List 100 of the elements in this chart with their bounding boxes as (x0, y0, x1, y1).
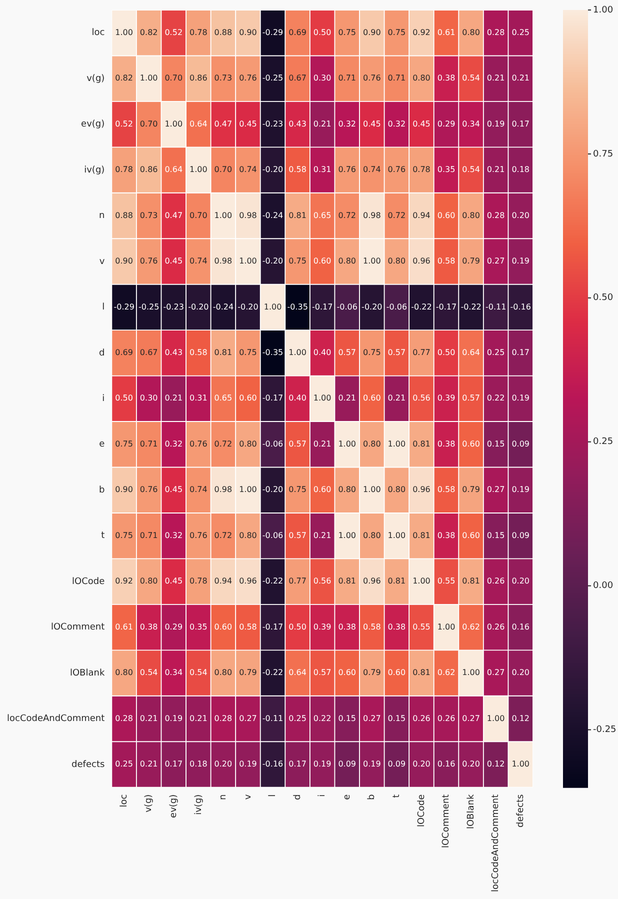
data-label: 0.67 (140, 348, 158, 358)
y-tick-label: v (99, 256, 106, 267)
data-label: 0.55 (437, 576, 456, 586)
data-label: -0.20 (262, 256, 284, 266)
data-label: 0.78 (190, 576, 208, 586)
data-label: 0.79 (239, 668, 257, 678)
data-label: 0.25 (288, 714, 306, 723)
data-label: 0.60 (313, 485, 332, 494)
y-tick-label: e (99, 440, 106, 450)
data-label: 0.20 (512, 210, 530, 220)
data-label: 0.19 (512, 394, 530, 403)
data-label: 0.27 (486, 668, 505, 678)
data-label: 0.57 (462, 394, 480, 403)
y-tick-label: t (101, 531, 106, 542)
data-label: 1.00 (388, 530, 406, 540)
data-label: 0.30 (313, 74, 332, 83)
data-label: 0.17 (512, 119, 530, 128)
data-label: 0.80 (115, 668, 133, 678)
data-label: 1.00 (288, 348, 306, 358)
data-label: 0.62 (462, 622, 480, 632)
y-tick-label: l (102, 302, 105, 313)
data-label: 0.74 (190, 485, 208, 494)
y-tick-label: i (102, 394, 105, 404)
data-label: 0.25 (115, 760, 133, 769)
data-label: 1.00 (214, 210, 232, 220)
data-label: 0.15 (338, 714, 356, 723)
y-tick-label: lOCode (72, 576, 106, 587)
data-label: 0.57 (288, 530, 306, 540)
data-label: 0.74 (190, 256, 208, 266)
data-label: 0.62 (437, 668, 456, 678)
data-label: 0.65 (313, 210, 332, 220)
data-label: -0.11 (485, 302, 506, 312)
data-label: 0.98 (239, 210, 257, 220)
data-label: 0.55 (412, 622, 430, 632)
data-label: 1.00 (313, 394, 332, 403)
data-label: 0.60 (313, 256, 332, 266)
data-label: 0.54 (190, 668, 208, 678)
data-label: 0.80 (239, 439, 257, 448)
data-label: 0.19 (164, 714, 183, 723)
data-label: 0.76 (338, 165, 356, 174)
data-label: 0.29 (437, 119, 456, 128)
data-label: 0.30 (140, 394, 158, 403)
x-tick-label: iv(g) (194, 794, 204, 815)
data-label: 0.32 (164, 439, 183, 448)
data-label: 0.17 (288, 760, 306, 769)
data-label: 0.56 (313, 576, 332, 586)
data-label: 0.57 (388, 348, 406, 358)
data-label: 0.81 (412, 530, 430, 540)
data-label: 0.60 (388, 668, 406, 678)
x-tick-label: lOCode (416, 794, 427, 827)
data-label: 0.20 (512, 576, 530, 586)
data-label: 0.78 (115, 165, 133, 174)
data-label: 0.22 (313, 714, 332, 723)
data-label: 0.81 (462, 576, 480, 586)
data-label: 0.67 (288, 74, 306, 83)
data-label: 0.60 (362, 394, 381, 403)
data-label: -0.25 (138, 302, 160, 312)
data-label: -0.22 (262, 576, 284, 586)
data-label: -0.16 (510, 302, 531, 312)
data-label: 0.82 (140, 28, 158, 37)
data-label: 0.81 (412, 439, 430, 448)
data-label: 0.60 (437, 210, 456, 220)
x-tick-label: ev(g) (168, 794, 179, 818)
data-label: 0.26 (412, 714, 430, 723)
data-label: 0.76 (388, 165, 406, 174)
data-label: 0.32 (164, 530, 183, 540)
x-tick-label: t (392, 794, 402, 798)
data-label: 0.80 (338, 256, 356, 266)
y-tick-label: ev(g) (81, 120, 105, 130)
data-label: 0.90 (115, 485, 133, 494)
y-tick-label: lOComment (50, 622, 106, 633)
data-label: 0.58 (288, 165, 306, 174)
data-label: -0.35 (262, 348, 284, 358)
data-label: 0.80 (388, 256, 406, 266)
data-label: -0.17 (312, 302, 333, 312)
data-label: 0.81 (288, 210, 306, 220)
data-label: 0.76 (140, 256, 158, 266)
data-label: 0.94 (412, 210, 430, 220)
data-label: 0.09 (512, 530, 530, 540)
data-label: 0.52 (164, 28, 183, 37)
data-label: 0.56 (412, 394, 430, 403)
data-label: 0.15 (388, 714, 406, 723)
data-label: 0.88 (115, 210, 133, 220)
data-label: 0.78 (412, 165, 430, 174)
data-label: 0.27 (362, 714, 381, 723)
x-tick-label: v(g) (144, 794, 154, 812)
data-label: 0.50 (288, 622, 306, 632)
data-label: 0.27 (462, 714, 480, 723)
data-label: 0.38 (140, 622, 158, 632)
data-label: 0.09 (512, 439, 530, 448)
data-label: 0.18 (190, 760, 208, 769)
data-label: -0.06 (336, 302, 358, 312)
x-tick-label: i (318, 794, 328, 797)
data-label: 1.00 (362, 256, 381, 266)
data-label: -0.29 (262, 28, 284, 37)
data-label: 1.00 (239, 485, 257, 494)
data-label: 0.20 (412, 760, 430, 769)
data-label: 0.80 (388, 485, 406, 494)
data-label: 0.80 (412, 74, 430, 83)
color-bar-label: -0.25 (593, 725, 616, 736)
